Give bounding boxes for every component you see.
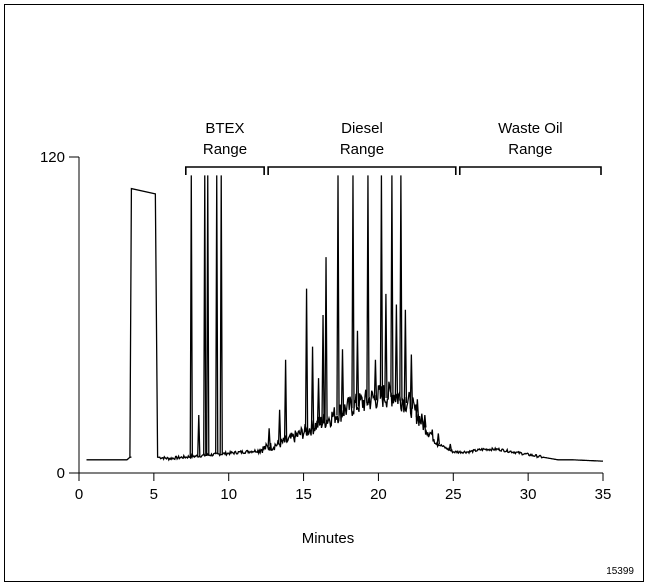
trace-peak [436,433,441,445]
trace-peak [351,175,355,409]
trace-peak [310,346,315,429]
x-axis-label: Minutes [302,530,355,547]
y-tick-label: 120 [40,149,65,166]
x-tick-label: 10 [220,486,237,503]
trace-peak [215,175,219,455]
range-label: Range [508,141,552,158]
range-label: Waste Oil [498,120,562,137]
trace-peak [277,409,282,445]
x-tick-label: 30 [520,486,537,503]
trace-peak [373,359,378,401]
trace-peak [316,378,321,426]
x-tick-label: 0 [75,486,83,503]
range-label: Diesel [341,120,383,137]
range-label: Range [340,141,384,158]
trace-peak [423,415,427,428]
trace-peak [189,175,193,457]
range-label: Range [203,141,247,158]
trace-peak [415,399,420,418]
x-axis: 0 5 10 15 20 25 30 35 [75,472,612,503]
trace-peak [219,175,223,454]
trace-peak [379,175,384,399]
trace-peak [336,175,340,416]
range-bracket [458,166,602,175]
trace-peak [324,257,328,422]
trace-peak [399,175,403,401]
range-bracket [267,166,457,175]
trace-peak [448,443,452,451]
x-tick-label: 15 [295,486,312,503]
trace-peak [366,175,370,403]
figure-id: 15399 [606,566,634,577]
trace-peak [321,314,325,424]
trace-peak [304,288,309,432]
y-tick-label: 0 [57,465,65,482]
chromatogram-trace [86,175,603,462]
trace-peak [340,349,345,413]
range-brackets: BTEX Range Diesel Range Waste Oil Range [185,120,602,175]
trace-baseline [86,187,603,462]
figure-frame [4,4,644,582]
x-tick-label: 25 [445,486,462,503]
x-tick-label: 20 [370,486,387,503]
trace-peak [390,175,394,397]
trace-peak [206,175,210,456]
y-axis: 0 120 [40,149,80,482]
trace-peak [197,415,201,456]
x-tick-label: 35 [595,486,612,503]
x-tick-label: 5 [150,486,158,503]
trace-peak [394,304,399,399]
trace-peak [403,309,408,403]
trace-peak [355,330,360,407]
trace-peak [283,359,288,443]
range-label: BTEX [205,120,244,137]
trace-peak [384,293,388,398]
range-bracket [185,166,265,175]
trace-peak [267,428,271,448]
trace-peak [203,175,207,456]
trace-peak [409,354,414,409]
